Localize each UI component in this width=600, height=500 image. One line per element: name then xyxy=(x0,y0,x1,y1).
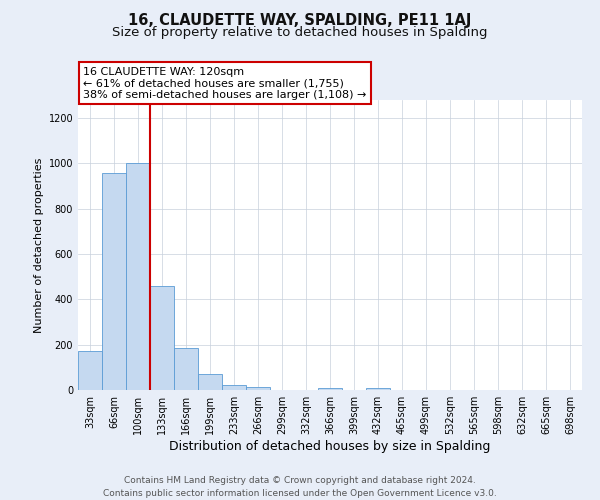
Bar xyxy=(366,388,390,390)
Bar xyxy=(246,386,270,390)
Text: 16 CLAUDETTE WAY: 120sqm
← 61% of detached houses are smaller (1,755)
38% of sem: 16 CLAUDETTE WAY: 120sqm ← 61% of detach… xyxy=(83,67,367,100)
Y-axis label: Number of detached properties: Number of detached properties xyxy=(34,158,44,332)
Bar xyxy=(150,286,174,390)
Bar xyxy=(102,172,126,390)
Bar xyxy=(222,385,246,390)
Bar xyxy=(198,374,222,390)
Text: Size of property relative to detached houses in Spalding: Size of property relative to detached ho… xyxy=(112,26,488,39)
X-axis label: Distribution of detached houses by size in Spalding: Distribution of detached houses by size … xyxy=(169,440,491,453)
Bar xyxy=(78,352,102,390)
Bar xyxy=(174,348,198,390)
Bar xyxy=(126,164,150,390)
Text: 16, CLAUDETTE WAY, SPALDING, PE11 1AJ: 16, CLAUDETTE WAY, SPALDING, PE11 1AJ xyxy=(128,12,472,28)
Bar xyxy=(318,388,342,390)
Text: Contains HM Land Registry data © Crown copyright and database right 2024.
Contai: Contains HM Land Registry data © Crown c… xyxy=(103,476,497,498)
